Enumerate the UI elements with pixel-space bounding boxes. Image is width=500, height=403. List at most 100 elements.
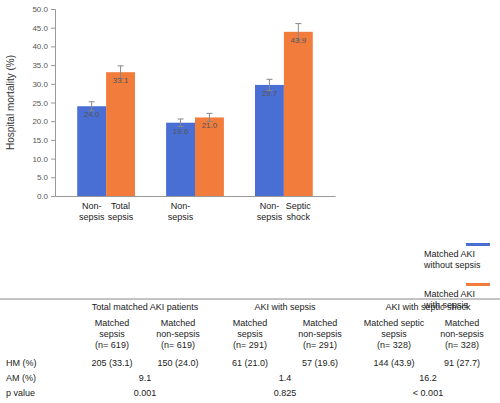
table-column-header: (n= 291)	[233, 340, 267, 350]
table-column-header: sepsis	[381, 329, 407, 339]
y-tick: 10.0	[32, 155, 55, 164]
bar	[106, 72, 135, 196]
y-tick: 5.0	[37, 173, 55, 182]
y-tick: 15.0	[32, 136, 55, 145]
y-tick: 30.0	[32, 80, 55, 89]
error-bar-cap	[295, 23, 301, 24]
bar	[255, 85, 284, 196]
table-column-header: (n= 619)	[95, 340, 129, 350]
y-tick-mark	[51, 121, 55, 122]
y-tick-label: 35.0	[32, 61, 48, 70]
bar-label: Totalsepsis	[108, 201, 134, 222]
y-tick-label: 50.0	[32, 5, 48, 14]
table-row-label: AM (%)	[6, 373, 36, 383]
table-cell: 0.001	[134, 388, 157, 398]
data-label: 19.6	[173, 127, 189, 136]
chart-root: 0.0 5.0 10.0 15.0 20.0 25.0 30.0 35.0 40.0 45.0 50…	[0, 0, 500, 403]
error-bar-cap	[266, 79, 272, 80]
table-cell: 150 (24.0)	[157, 358, 198, 368]
table-column-header: non-sepsis	[156, 329, 200, 339]
data-label: 21.0	[202, 121, 218, 130]
y-tick-mark	[51, 177, 55, 178]
error-bar-stem	[209, 113, 210, 121]
error-bar-cap	[89, 101, 95, 102]
y-tick: 20.0	[32, 117, 55, 126]
y-tick-mark	[51, 46, 55, 47]
bar	[195, 117, 224, 196]
error-bar-stem	[180, 119, 181, 126]
table-cell: 0.825	[274, 388, 297, 398]
data-label: 24.0	[84, 110, 100, 119]
table-column-header: non-sepsis	[440, 329, 484, 339]
y-tick: 40.0	[32, 42, 55, 51]
table-row-label: HM (%)	[6, 358, 37, 368]
y-tick: 45.0	[32, 24, 55, 33]
table-column-header: Matched	[233, 318, 268, 328]
y-tick-mark	[51, 196, 55, 197]
bar	[166, 123, 195, 196]
y-tick-label: 40.0	[32, 42, 48, 51]
y-tick-label: 30.0	[32, 80, 48, 89]
y-tick-mark	[51, 84, 55, 85]
table-column-header: non-sepsis	[298, 329, 342, 339]
y-tick-mark	[51, 65, 55, 66]
error-bar-cap	[178, 118, 184, 119]
error-bar	[178, 119, 184, 126]
y-axis-title: Hospital mortality (%)	[5, 55, 16, 150]
table-column-header: (n= 619)	[161, 340, 195, 350]
y-tick-mark	[51, 9, 55, 10]
bar-label: Non-sepsis	[168, 201, 194, 222]
table-cell: 1.4	[279, 373, 292, 383]
bar	[77, 106, 106, 196]
y-tick-label: 10.0	[32, 155, 48, 164]
y-tick: 50.0	[32, 5, 55, 14]
y-tick: 35.0	[32, 61, 55, 70]
table-column-header: Matched	[445, 318, 480, 328]
legend-label: Matched AKIwithout sepsis	[423, 249, 481, 270]
table-group-header: Total matched AKI patients	[92, 302, 199, 312]
data-label: 33.1	[113, 76, 129, 85]
table-row-label: p value	[6, 388, 35, 398]
error-bar-cap	[206, 113, 212, 114]
y-tick-label: 20.0	[32, 117, 48, 126]
y-tick: 0.0	[37, 192, 55, 201]
table-cell: < 0.001	[413, 388, 443, 398]
table-column-header: (n= 291)	[303, 340, 337, 350]
y-tick-label: 25.0	[32, 99, 48, 108]
table-column-header: sepsis	[237, 329, 263, 339]
table-cell: 61 (21.0)	[232, 358, 268, 368]
y-tick-label: 15.0	[32, 136, 48, 145]
y-tick-mark	[51, 28, 55, 29]
x-axis-line	[56, 196, 336, 197]
table-column-header: Matched	[95, 318, 130, 328]
y-axis-line	[51, 10, 56, 197]
table-column-header: Matched septic	[364, 318, 425, 328]
table-column-header: (n= 328)	[377, 340, 411, 350]
legend: Matched AKIwithout sepsisMatched AKIwith…	[423, 243, 490, 310]
y-tick: 25.0	[32, 99, 55, 108]
table-cell: 57 (19.6)	[302, 358, 338, 368]
table-cell: 91 (27.7)	[444, 358, 480, 368]
bars	[77, 24, 313, 196]
bar-label: Non-sepsis	[79, 201, 105, 222]
bar-label: Non-sepsis	[257, 201, 283, 222]
legend-swatch	[466, 283, 490, 286]
data-label: 29.7	[262, 89, 278, 98]
table-column-header: (n= 328)	[445, 340, 479, 350]
table-column-header: sepsis	[99, 329, 125, 339]
table-group-header: AKI with septic shock	[385, 302, 471, 312]
y-tick-label: 5.0	[37, 173, 49, 182]
y-tick-label: 0.0	[37, 192, 49, 201]
table: Total matched AKI patients AKI with sepsi…	[0, 299, 500, 398]
bar	[284, 32, 313, 196]
table-group-header: AKI with sepsis	[254, 302, 316, 312]
legend-swatch	[466, 243, 490, 246]
table-rule	[0, 299, 500, 300]
table-cell: 9.1	[139, 373, 152, 383]
error-bar	[206, 113, 212, 121]
error-bar-cap	[118, 65, 124, 66]
table-cell: 144 (43.9)	[373, 358, 414, 368]
y-axis: 0.0 5.0 10.0 15.0 20.0 25.0 30.0 35.0 40.0 45.0 50…	[32, 5, 55, 201]
table-cell: 205 (33.1)	[91, 358, 132, 368]
y-tick-mark	[51, 140, 55, 141]
